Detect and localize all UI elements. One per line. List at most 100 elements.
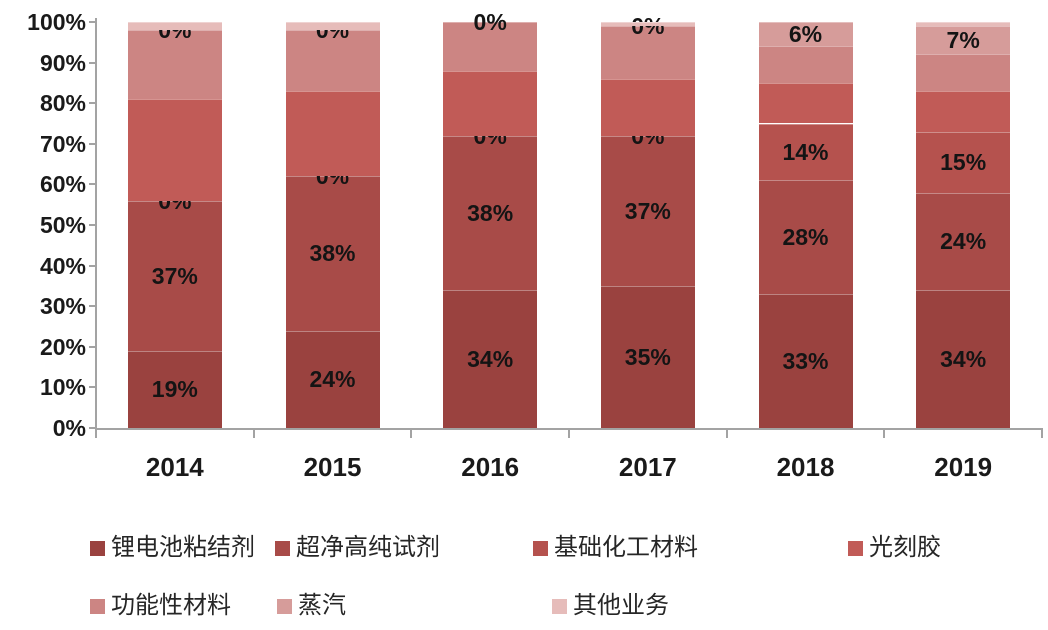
legend-swatch-icon [533,540,548,556]
bar-2016: 34% 38% 0% 0% [443,0,538,630]
legend-label: 超净高纯试剂 [296,534,440,561]
bar-value-label: 0% [158,17,192,44]
bar-value-label: 24% [309,366,356,393]
y-tick-mark [89,183,96,186]
bar-value-label: 37% [624,197,671,224]
legend-item: 其他业务 [552,592,669,620]
bar-segment [758,180,853,294]
y-tick-mark [89,61,96,64]
x-axis-line [95,428,1043,430]
bar-2018: 33% 28% 14% 6% [758,0,853,630]
y-tick-label: 20% [39,333,86,360]
x-category-label: 2019 [934,452,993,482]
legend-label: 其他业务 [573,592,669,619]
x-category-label: 2017 [618,452,677,482]
y-tick-label: 70% [39,130,86,157]
legend-item: 基础化工材料 [533,534,698,562]
bar-segment [600,78,695,136]
y-tick-label: 80% [39,90,86,117]
legend-item: 蒸汽 [277,592,346,620]
legend-swatch-icon [90,540,105,556]
bar-value-label: 34% [467,345,514,372]
bar-value-label: 28% [782,224,829,251]
x-tick-mark [883,430,886,438]
bar-value-label: 7% [946,27,980,54]
y-tick-label: 0% [52,415,86,441]
y-tick-mark [89,21,96,23]
bar-value-label: 6% [788,21,823,48]
bar-segment [600,22,695,27]
bar-2017: 35% 37% 0% 0% [600,0,695,630]
y-tick-mark [89,142,96,145]
y-tick-label: 10% [39,374,86,401]
bar-segment [127,22,222,31]
y-tick-label: 50% [39,212,86,238]
bar-segment [127,30,222,100]
legend-item: 功能性材料 [90,592,231,620]
bar-value-label: 14% [782,138,829,165]
y-axis-line [95,18,97,430]
y-tick-mark [89,264,96,267]
bar-segment [758,22,853,47]
bar-segment [443,289,538,428]
legend-swatch-icon [90,598,105,614]
bar-segment [285,22,380,31]
bar-value-label: 33% [782,348,829,374]
legend-swatch-icon [277,598,292,614]
bar-value-label: 0% [315,17,350,44]
x-tick-mark [568,430,570,438]
bar-segment [758,294,853,428]
x-tick-mark [95,430,97,438]
bar-segment [916,54,1011,91]
legend-swatch-icon [552,598,567,614]
bar-segment [127,350,222,428]
bar-segment [758,123,853,181]
bar-segment [758,46,853,83]
bar-value-label: 34% [940,345,987,372]
y-tick-label: 60% [39,171,86,198]
legend-label: 光刻胶 [869,534,941,561]
legend-label: 功能性材料 [111,592,231,619]
y-tick-label: 100% [27,9,86,35]
bar-segment [127,99,222,201]
bar-value-label: 15% [940,149,987,176]
bar-segment [285,91,380,177]
legend-item: 超净高纯试剂 [275,534,440,562]
y-tick-mark [89,427,96,429]
bar-segment [443,135,538,290]
bar-2015: 24% 38% 0% 0% [285,0,380,630]
legend-item: 光刻胶 [848,534,941,562]
y-tick-mark [89,345,96,348]
y-tick-mark [89,386,96,389]
bar-2014: 19% 37% 0% 0% [127,0,222,630]
x-tick-mark [410,430,413,438]
x-tick-mark [252,430,255,438]
bar-segment [443,70,538,136]
bar-2019: 34% 24% 15% 7% [916,0,1011,630]
bar-segment [285,30,380,91]
bar-segment [916,91,1011,132]
x-tick-mark [725,430,728,438]
bar-segment [916,131,1011,193]
bar-segment [916,26,1011,55]
bar-value-label: 0% [473,9,507,35]
y-tick-label: 90% [39,49,86,76]
bar-value-label: 35% [624,343,671,370]
y-tick-mark [89,102,96,105]
legend-item: 锂电池粘结剂 [90,534,255,562]
bar-value-label: 38% [309,240,356,267]
legend-label: 蒸汽 [298,592,346,619]
x-category-label: 2014 [145,452,204,482]
x-category-label: 2016 [461,452,520,482]
bar-segment [916,192,1011,290]
x-category-label: 2018 [776,452,835,482]
bar-segment [443,22,538,71]
legend-label: 基础化工材料 [554,534,698,561]
y-tick-label: 30% [39,293,86,320]
bar-segment [600,135,695,286]
legend-swatch-icon [848,540,863,556]
y-tick-label: 40% [39,252,86,279]
y-tick-mark [89,305,96,308]
bar-segment [285,330,380,428]
